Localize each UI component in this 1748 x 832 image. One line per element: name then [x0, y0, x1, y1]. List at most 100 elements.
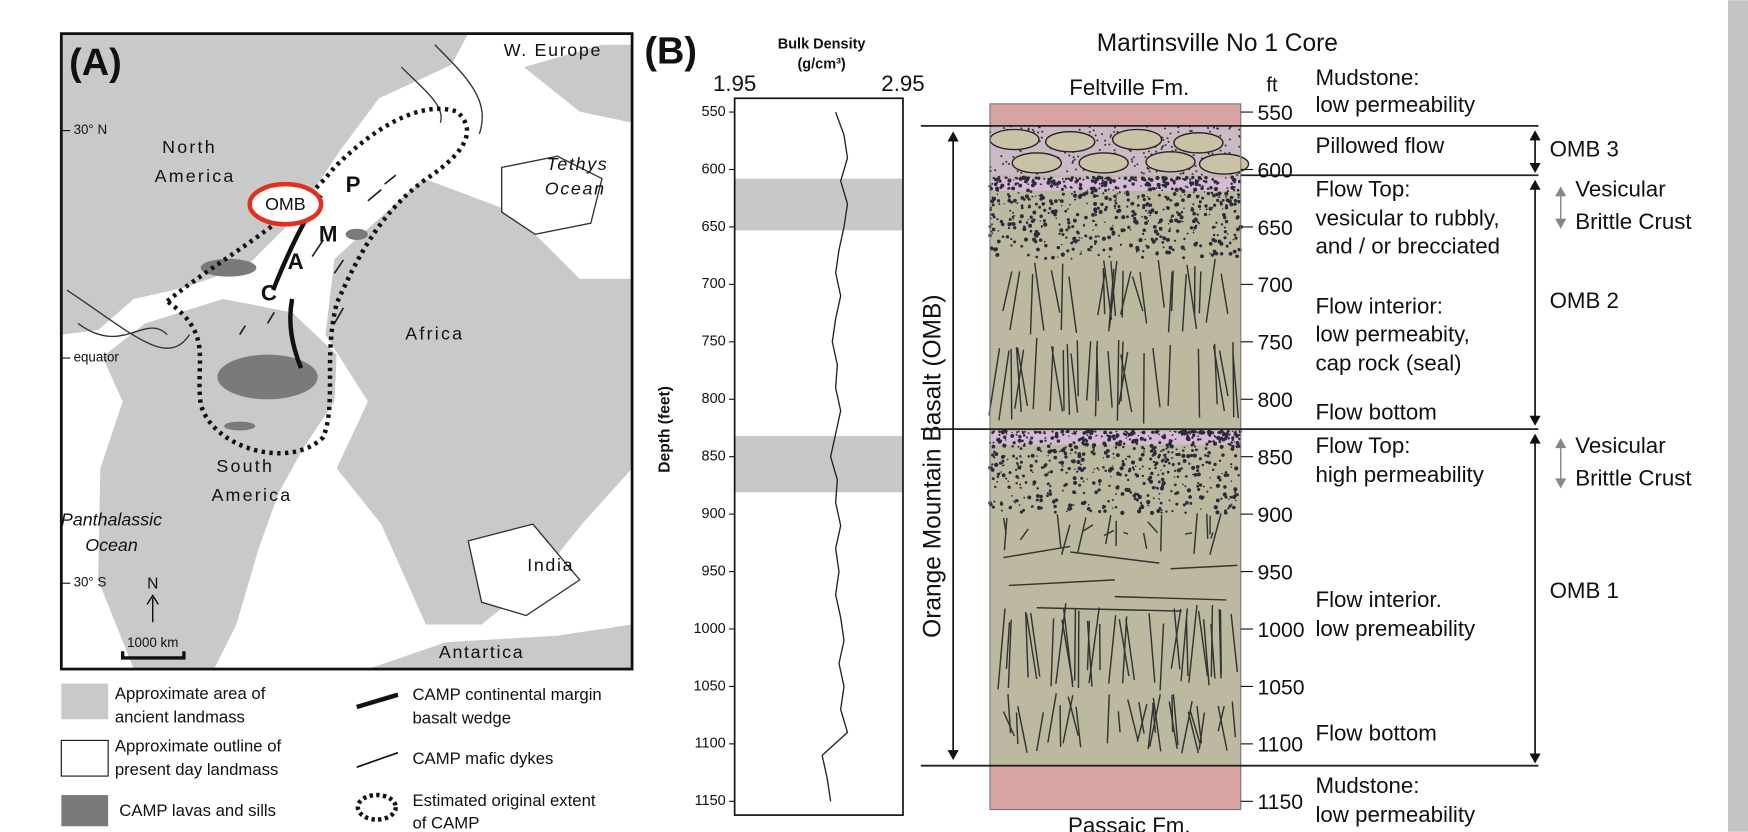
speckle: [1236, 188, 1240, 192]
legend-swatch: [60, 739, 109, 777]
speckle: [1216, 475, 1221, 480]
speckle: [1234, 499, 1237, 502]
speckle: [1011, 445, 1014, 448]
speckle: [1132, 446, 1136, 451]
fracture: [1181, 274, 1187, 332]
fracture: [1184, 532, 1193, 535]
speckle: [1182, 256, 1186, 260]
speckle: [1048, 459, 1051, 462]
speckle: [1064, 455, 1068, 459]
speckle: [1008, 197, 1010, 199]
speckle: [1000, 430, 1005, 435]
speckle: [1007, 178, 1012, 183]
crust-label: Brittle Crust: [1575, 209, 1692, 234]
speckle: [1058, 223, 1061, 226]
speckle: [1074, 168, 1077, 171]
speckle: [1224, 144, 1227, 147]
speckle: [1111, 232, 1116, 236]
speckle: [1036, 487, 1039, 490]
speckle: [1124, 473, 1128, 477]
speckle: [1072, 441, 1076, 445]
speckle: [1066, 170, 1069, 173]
speckle: [1192, 473, 1194, 476]
fracture: [1188, 605, 1198, 683]
speckle: [1022, 198, 1026, 201]
speckle: [1074, 451, 1077, 454]
speckle: [1140, 171, 1143, 174]
speckle: [1022, 508, 1025, 512]
speckle: [1232, 238, 1235, 241]
unit-label: OMB 3: [1550, 137, 1619, 162]
speckle: [1204, 175, 1208, 180]
speckle: [1013, 179, 1015, 181]
depth-tick-label: 1100: [1257, 734, 1303, 757]
speckle: [1144, 221, 1148, 225]
fracture: [1019, 528, 1029, 541]
y-tick-label: 1000: [693, 621, 725, 637]
description: Flow interior.: [1315, 587, 1441, 612]
fracture: [1032, 337, 1038, 410]
speckle: [1115, 198, 1117, 200]
speckle: [1070, 448, 1074, 452]
speckle: [1080, 250, 1082, 253]
speckle: [1145, 181, 1149, 184]
speckle: [1011, 222, 1016, 227]
speckle: [1193, 473, 1198, 477]
speckle: [1161, 241, 1165, 244]
speckle: [1046, 482, 1050, 486]
speckle: [1073, 430, 1075, 433]
speckle: [1089, 509, 1093, 513]
speckle: [1073, 190, 1076, 193]
fracture: [1185, 619, 1189, 677]
speckle: [1168, 439, 1171, 441]
speckle: [1222, 215, 1227, 220]
speckle: [1114, 446, 1118, 449]
speckle: [1128, 178, 1132, 183]
speckle: [991, 213, 995, 217]
speckle: [1024, 228, 1026, 231]
speckle: [992, 196, 997, 201]
speckle: [1073, 480, 1078, 485]
fracture: [1131, 276, 1144, 312]
speckle: [1169, 132, 1172, 135]
speckle: [1013, 240, 1017, 244]
legend-text: Approximate area of: [115, 684, 266, 703]
fracture: [1009, 271, 1021, 331]
speckle: [1170, 489, 1173, 493]
camp-letter: P: [346, 172, 361, 197]
speckle: [1020, 171, 1023, 174]
speckle: [1150, 237, 1154, 241]
speckle: [1161, 435, 1164, 438]
speckle: [1212, 126, 1215, 129]
speckle: [1078, 186, 1083, 191]
speckle: [1075, 178, 1080, 183]
fracture: [1033, 262, 1045, 331]
speckle: [1096, 467, 1099, 470]
speckle: [1086, 507, 1091, 511]
speckle: [1184, 485, 1187, 488]
speckle: [1142, 250, 1145, 253]
legend-text: present day landmass: [115, 760, 279, 779]
speckle: [1160, 147, 1163, 150]
fracture: [1217, 705, 1228, 751]
north-arrow: [146, 594, 159, 623]
speckle: [1183, 237, 1186, 241]
speckle: [1108, 197, 1112, 201]
speckle: [1047, 177, 1051, 182]
y-tick-label: 1150: [695, 793, 726, 809]
speckle: [1059, 228, 1064, 233]
y-tick-label: 750: [702, 334, 726, 350]
speckle: [1125, 458, 1127, 460]
speckle: [1223, 510, 1228, 515]
latitude-label: 30° N: [74, 122, 108, 137]
speckle: [1108, 247, 1113, 251]
speckle: [1235, 441, 1240, 445]
speckle: [1107, 499, 1110, 503]
speckle: [1223, 473, 1228, 477]
speckle: [1116, 130, 1119, 133]
speckle: [1046, 492, 1049, 495]
speckle: [1148, 479, 1154, 484]
y-tick-label: 1100: [695, 736, 726, 752]
speckle: [1157, 193, 1161, 197]
fracture: [988, 347, 1001, 416]
